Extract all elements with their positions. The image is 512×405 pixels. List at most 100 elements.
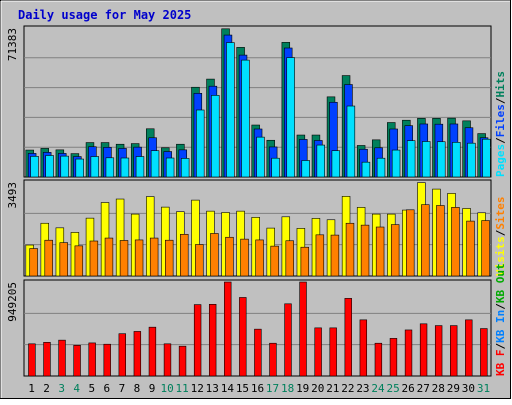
bar-sites (330, 234, 340, 277)
x-tick-label: 23 (356, 382, 369, 395)
bar-kb-f (58, 339, 66, 377)
x-tick-label: 20 (311, 382, 324, 395)
bar-kb-f (28, 343, 36, 377)
bar-pages (135, 156, 145, 178)
bar-pages (452, 142, 461, 178)
legend-separator: / (494, 229, 507, 236)
bar-sites (406, 209, 415, 277)
x-tick-label: 19 (296, 382, 309, 395)
bar-kb-f (344, 298, 352, 377)
bar-kb-f (374, 342, 383, 377)
bar-sites (270, 245, 279, 277)
bar-sites (315, 234, 325, 277)
bar-sites (436, 205, 445, 277)
x-tick-label: 1 (28, 382, 35, 395)
legend-separator: / (494, 137, 507, 144)
x-tick-label: 4 (73, 382, 80, 395)
bar-pages (60, 155, 69, 178)
legend-separator: / (494, 343, 507, 350)
bar-sites (345, 222, 355, 277)
bar-pages (301, 160, 310, 178)
legend-kb-out: KB Out (494, 263, 507, 303)
x-tick-label: 22 (341, 382, 354, 395)
panel-visits_sites: 3493 Visits/Sites (6, 179, 507, 277)
x-tick-label: 8 (134, 382, 141, 395)
bar-sites (300, 246, 310, 277)
bar-kb-f (103, 343, 111, 377)
bar-sites (255, 239, 264, 277)
bar-pages (346, 105, 356, 178)
x-tick-label: 24 (371, 382, 385, 395)
legend-separator: / (494, 303, 507, 310)
bar-kb-f (118, 333, 126, 377)
bar-sites (149, 237, 159, 277)
bar-sites (240, 238, 249, 277)
bar-pages (165, 157, 175, 178)
legend-hits: Hits (494, 71, 507, 98)
bar-kb-f (314, 327, 322, 377)
x-axis-labels: 1 2 3 4 5 6 7 8 9 10 11 12 13 14 15 16 17 18 19 20 21 22 23 24 2… (28, 382, 490, 395)
bar-kb-f (419, 323, 428, 377)
bar-sites (134, 239, 144, 277)
bar-pages (241, 59, 250, 178)
bar-kb-f (148, 326, 157, 377)
bar-pages (361, 161, 371, 178)
bar-sites (421, 204, 430, 277)
x-tick-label: 25 (386, 382, 399, 395)
bar-kb-f (239, 297, 247, 377)
bar-sites (180, 233, 189, 277)
bar-kb-f (434, 325, 443, 377)
bar-kb-f (269, 342, 277, 377)
x-tick-label: 29 (447, 382, 460, 395)
bar-sites (29, 248, 38, 277)
bar-pages (376, 157, 386, 178)
panel-max-label: 3493 (6, 182, 19, 209)
x-tick-label: 28 (432, 382, 445, 395)
legend-files: Files (494, 104, 507, 137)
bar-pages (150, 150, 160, 178)
legend-pages: Pages (494, 144, 507, 177)
bar-sites (285, 240, 294, 277)
x-tick-label: 11 (176, 382, 189, 395)
bar-sites (466, 220, 475, 277)
bar-pages (30, 156, 39, 178)
bar-sites (210, 233, 219, 277)
bar-kb-f (389, 338, 398, 377)
bar-kb-f (284, 303, 292, 377)
bar-sites (225, 236, 234, 277)
legend-kb-f: KB F (494, 350, 507, 377)
panel-legend: KB F/KB In/KB Out (494, 263, 507, 376)
bar-kb-f (329, 327, 337, 377)
x-tick-label: 5 (88, 382, 95, 395)
bar-sites (119, 240, 129, 277)
bar-kb-f (43, 342, 51, 377)
bar-sites (451, 207, 460, 277)
bar-pages (196, 109, 205, 178)
bar-kb-f (88, 342, 96, 377)
bar-sites (375, 226, 385, 277)
chart-panels: 71383Pages/Files/Hits3493Visits/Sites949… (6, 25, 507, 377)
bar-pages (90, 156, 100, 178)
bar-pages (105, 157, 115, 178)
bar-sites (89, 240, 99, 277)
x-tick-label: 10 (160, 382, 173, 395)
legend-separator: / (494, 97, 507, 104)
bar-kb-f (178, 345, 187, 377)
bar-pages (180, 158, 190, 178)
bar-kb-f (193, 304, 202, 377)
bar-pages (45, 155, 54, 178)
bar-pages (391, 149, 401, 178)
bar-kb-f (299, 281, 307, 377)
x-tick-label: 21 (326, 382, 339, 395)
bar-sites (59, 242, 68, 277)
x-tick-label: 17 (266, 382, 279, 395)
bar-sites (481, 220, 490, 277)
x-tick-label: 31 (477, 382, 490, 395)
bar-pages (256, 136, 265, 178)
panel-max-label: 71383 (6, 28, 19, 61)
x-tick-label: 27 (417, 382, 430, 395)
